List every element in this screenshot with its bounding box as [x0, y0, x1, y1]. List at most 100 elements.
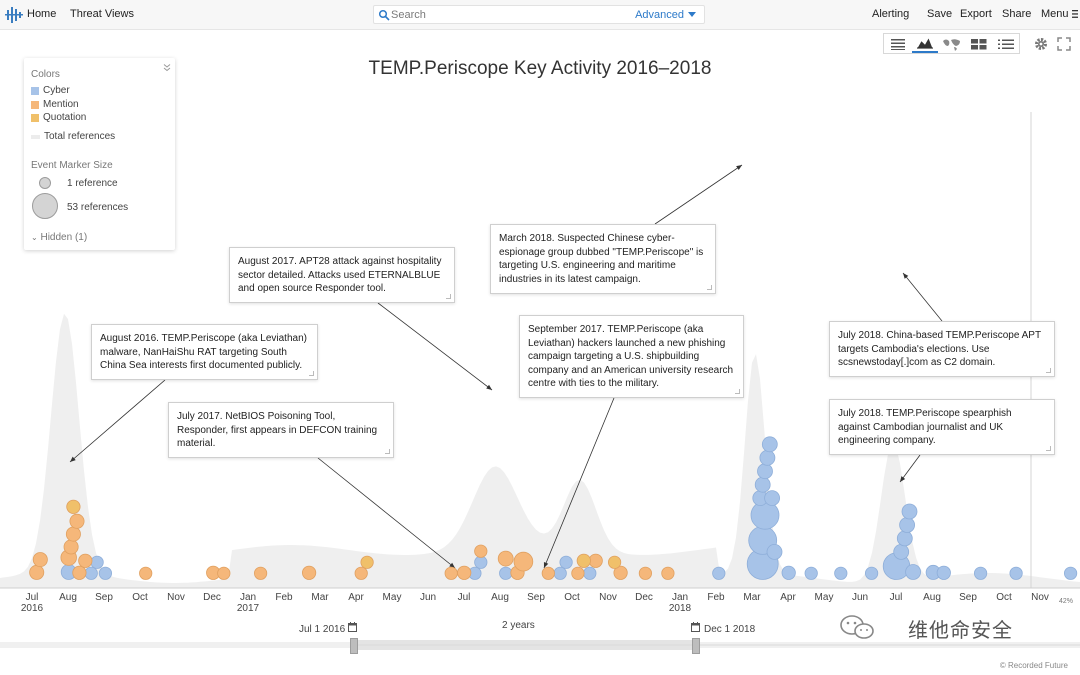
event-marker-mention[interactable] — [78, 553, 93, 568]
event-marker-mention[interactable] — [72, 565, 87, 580]
event-marker-cyber[interactable] — [896, 530, 913, 547]
callout-sep-2017[interactable]: September 2017. TEMP.Periscope (aka Levi… — [519, 315, 744, 398]
event-marker-mention[interactable] — [69, 513, 85, 529]
advanced-search-label: Advanced — [635, 9, 684, 21]
nav-threat-views-link[interactable]: Threat Views — [70, 8, 134, 20]
range-start-date[interactable]: Jul 1 2016 — [299, 624, 346, 635]
hidden-items-toggle[interactable]: ⌄ Hidden (1) — [31, 232, 87, 243]
event-marker-mention[interactable] — [65, 526, 81, 542]
advanced-search-dropdown[interactable]: Advanced — [635, 9, 696, 21]
event-marker-quotation[interactable] — [576, 553, 591, 568]
event-marker-cyber[interactable] — [712, 566, 726, 580]
map-view-icon[interactable] — [939, 35, 965, 53]
calendar-start-icon[interactable] — [348, 622, 357, 632]
nav-home-link[interactable]: Home — [27, 8, 57, 20]
event-marker-mention[interactable] — [588, 553, 603, 568]
event-marker-cyber[interactable] — [766, 544, 783, 560]
event-marker-cyber[interactable] — [905, 564, 921, 580]
x-axis-tick-label: Mar — [743, 592, 761, 603]
range-end-handle[interactable] — [692, 638, 700, 654]
range-slider-track[interactable] — [0, 636, 1080, 656]
save-button[interactable]: Save — [927, 8, 953, 20]
event-marker-cyber[interactable] — [901, 503, 918, 520]
event-marker-cyber[interactable] — [893, 544, 910, 560]
x-axis-tick-label: May — [814, 592, 834, 603]
event-marker-mention[interactable] — [254, 566, 268, 580]
x-axis-tick-label: Aug — [923, 592, 941, 603]
event-marker-mention[interactable] — [474, 544, 488, 558]
grid-view-icon[interactable] — [966, 35, 992, 53]
event-marker-cyber[interactable] — [936, 565, 951, 580]
event-marker-cyber[interactable] — [761, 436, 778, 453]
event-marker-mention[interactable] — [457, 565, 472, 580]
event-marker-mention[interactable] — [638, 566, 653, 580]
event-marker-cyber[interactable] — [864, 566, 879, 580]
calendar-end-icon[interactable] — [691, 622, 700, 632]
legend-item-quotation[interactable]: Quotation — [43, 112, 87, 123]
event-marker-mention[interactable] — [513, 551, 534, 572]
legend-item-total-references[interactable]: Total references — [44, 131, 116, 142]
event-marker-cyber[interactable] — [834, 566, 848, 580]
legend-item-cyber[interactable]: Cyber — [43, 85, 70, 96]
details-view-icon[interactable] — [993, 35, 1019, 53]
event-marker-mention[interactable] — [571, 566, 585, 580]
event-marker-mention[interactable] — [661, 566, 675, 580]
event-marker-cyber[interactable] — [559, 555, 573, 569]
event-marker-cyber[interactable] — [759, 449, 776, 466]
event-marker-cyber[interactable] — [804, 566, 818, 580]
event-marker-cyber[interactable] — [1064, 566, 1078, 580]
timeline-view-icon[interactable] — [912, 35, 938, 53]
callout-jul-2017[interactable]: July 2017. NetBIOS Poisoning Tool, Respo… — [168, 402, 394, 458]
event-marker-mention[interactable] — [217, 566, 231, 580]
event-marker-quotation[interactable] — [66, 499, 81, 514]
event-marker-mention[interactable] — [63, 539, 79, 555]
event-marker-mention[interactable] — [354, 566, 368, 580]
fullscreen-icon[interactable] — [1056, 36, 1072, 52]
event-marker-mention[interactable] — [497, 550, 514, 567]
event-marker-cyber[interactable] — [98, 566, 113, 580]
arrowhead-icon — [70, 456, 76, 462]
recorded-future-logo-icon[interactable] — [5, 6, 23, 24]
event-marker-cyber[interactable] — [474, 555, 488, 569]
share-button[interactable]: Share — [1002, 8, 1032, 20]
collapse-legend-icon[interactable] — [162, 63, 172, 73]
event-marker-mention[interactable] — [139, 566, 153, 580]
range-start-handle[interactable] — [350, 638, 358, 654]
event-marker-mention[interactable] — [541, 566, 555, 580]
callout-text: July 2018. China-based TEMP.Periscope AP… — [838, 330, 1041, 368]
callout-jul-2018-elections[interactable]: July 2018. China-based TEMP.Periscope AP… — [829, 321, 1055, 377]
event-marker-cyber[interactable] — [757, 463, 773, 480]
event-marker-cyber[interactable] — [553, 566, 567, 580]
event-marker-cyber[interactable] — [499, 566, 513, 580]
event-marker-cyber[interactable] — [973, 566, 988, 580]
event-marker-cyber[interactable] — [899, 517, 915, 533]
range-end-date[interactable]: Dec 1 2018 — [704, 624, 756, 635]
alerting-menu[interactable]: Alerting — [872, 8, 910, 20]
event-marker-mention[interactable] — [29, 564, 45, 580]
search-input[interactable] — [391, 7, 591, 22]
event-marker-cyber[interactable] — [84, 566, 98, 580]
event-marker-cyber[interactable] — [754, 476, 771, 493]
callout-leader-line — [902, 272, 943, 322]
event-marker-mention[interactable] — [32, 552, 48, 568]
callout-mar-2018[interactable]: March 2018. Suspected Chinese cyber-espi… — [490, 224, 716, 294]
export-button[interactable]: Export — [960, 8, 992, 20]
event-marker-cyber[interactable] — [781, 565, 796, 580]
event-marker-mention[interactable] — [613, 565, 628, 580]
legend-item-mention[interactable]: Mention — [43, 99, 79, 110]
event-marker-cyber[interactable] — [764, 490, 780, 507]
callout-aug-2016[interactable]: August 2016. TEMP.Periscope (aka Leviath… — [91, 324, 318, 380]
event-marker-quotation[interactable] — [360, 555, 374, 569]
arrowhead-icon — [486, 384, 492, 390]
gear-icon[interactable] — [1033, 36, 1049, 52]
event-marker-cyber[interactable] — [1009, 566, 1023, 580]
event-marker-cyber[interactable] — [583, 566, 597, 580]
callout-jul-2018-spearphish[interactable]: July 2018. TEMP.Periscope spearphish aga… — [829, 399, 1055, 455]
callout-aug-2017[interactable]: August 2017. APT28 attack against hospit… — [229, 247, 455, 303]
event-marker-mention[interactable] — [301, 565, 317, 580]
event-marker-cyber[interactable] — [90, 555, 104, 569]
event-marker-quotation[interactable] — [607, 555, 622, 569]
main-menu-button[interactable]: Menu — [1041, 8, 1078, 20]
list-view-icon[interactable] — [885, 35, 911, 53]
event-marker-mention[interactable] — [444, 566, 458, 580]
